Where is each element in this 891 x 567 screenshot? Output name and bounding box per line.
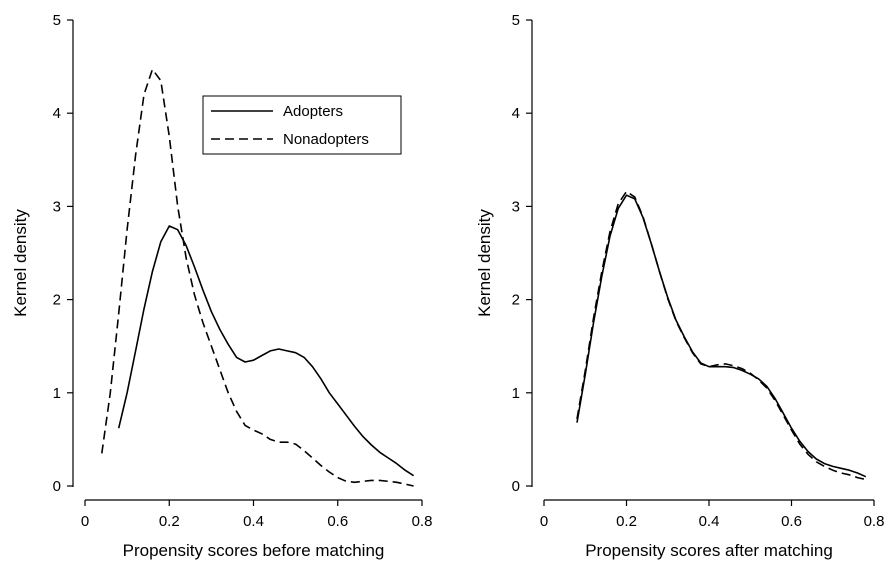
x-tick-label: 0.6: [327, 513, 348, 530]
x-tick-label: 0.8: [864, 513, 885, 530]
chart-panel-left: 0 1 2 3 4 5 0 0.2 0.4 0.6 0.8 Propensity scores bef…: [11, 12, 432, 560]
legend-label-adopters: Adopters: [283, 103, 343, 120]
y-tick-label: 5: [512, 12, 520, 29]
x-tick-label: 0.2: [159, 513, 180, 530]
x-axis-title: Propensity scores before matching: [123, 541, 385, 560]
series-line-adopters: [117, 225, 415, 477]
legend-label-nonadopters: Nonadopters: [283, 131, 369, 148]
legend: Adopters Nonadopters: [202, 95, 402, 155]
x-tick-label: 0.8: [412, 513, 433, 530]
y-tick-label: 5: [53, 12, 61, 29]
series-line-nonadopters: [576, 190, 866, 481]
x-tick-label: 0.2: [616, 513, 637, 530]
x-tick-label: 0.6: [781, 513, 802, 530]
y-tick-label: 2: [53, 292, 61, 309]
y-tick-label: 4: [53, 105, 61, 122]
y-tick-label: 0: [512, 478, 520, 495]
y-tick-label: 3: [53, 198, 61, 215]
x-tick-label: 0.4: [699, 513, 720, 530]
y-tick-label: 4: [512, 105, 520, 122]
x-axis-title: Propensity scores after matching: [585, 541, 833, 560]
x-tick-label: 0: [81, 513, 89, 530]
y-tick-label: 1: [53, 385, 61, 402]
series-line-adopters: [576, 194, 867, 478]
x-tick-label: 0: [540, 513, 548, 530]
legend-box: [202, 95, 402, 155]
y-tick-label: 2: [512, 292, 520, 309]
y-axis-title: Kernel density: [475, 209, 494, 317]
series-line-nonadopters: [101, 68, 414, 487]
y-tick-label: 0: [53, 478, 61, 495]
y-axis-title: Kernel density: [11, 209, 30, 317]
chart-panel-right: 0 1 2 3 4 5 0 0.2 0.4 0.6 0.8 Propensity scores aft…: [475, 12, 884, 560]
y-tick-label: 3: [512, 198, 520, 215]
x-tick-label: 0.4: [243, 513, 264, 530]
y-tick-label: 1: [512, 385, 520, 402]
